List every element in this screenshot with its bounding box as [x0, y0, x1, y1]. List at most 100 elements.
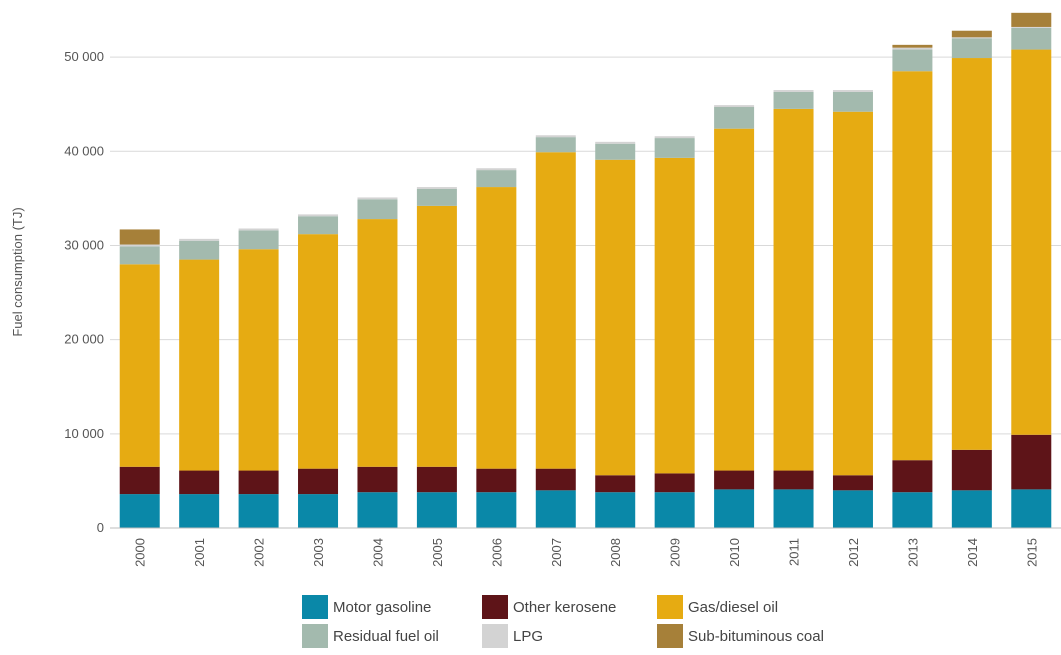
- legend-swatch: [657, 624, 683, 648]
- bar-segment: [535, 135, 576, 138]
- y-tick-label: 30 000: [64, 237, 104, 252]
- legend-label: Sub-bituminous coal: [688, 628, 824, 645]
- x-tick-label: 2009: [668, 538, 683, 567]
- bar-segment: [119, 229, 160, 245]
- bar-segment: [535, 137, 576, 153]
- x-tick-label: 2014: [965, 538, 980, 567]
- legend-swatch: [302, 624, 328, 648]
- legend-swatch: [657, 595, 683, 619]
- bar-segment: [832, 490, 873, 528]
- bar-segment: [595, 159, 636, 476]
- bar-segment: [357, 199, 398, 220]
- bar-segment: [654, 473, 695, 493]
- y-tick-label: 20 000: [64, 332, 104, 347]
- bar-segment: [714, 105, 755, 108]
- bar-segment: [298, 214, 339, 217]
- bar-segment: [1011, 434, 1052, 490]
- bar-segment: [654, 136, 695, 139]
- x-tick-label: 2008: [608, 538, 623, 567]
- bar-segment: [476, 170, 517, 188]
- bar-segment: [832, 91, 873, 112]
- bar-segment: [416, 188, 457, 206]
- y-tick-label: 10 000: [64, 426, 104, 441]
- legend-item: Gas/diesel oil: [657, 595, 778, 619]
- y-axis-title: Fuel consumption (TJ): [10, 207, 25, 336]
- bar-segment: [238, 230, 279, 250]
- bar-segment: [892, 460, 933, 493]
- bar-segment: [179, 470, 220, 495]
- bar-segment: [892, 44, 933, 48]
- bar-segment: [179, 259, 220, 471]
- bar-segment: [892, 47, 933, 50]
- bar-segment: [416, 492, 457, 528]
- axes: 0 10 000 20 000 30 000 40 000 50 000 2000 2001 2…: [64, 49, 1061, 567]
- legend-label: Other kerosene: [513, 599, 616, 616]
- bar-segment: [714, 128, 755, 471]
- bar-segment: [654, 157, 695, 474]
- bar-segment: [357, 219, 398, 467]
- bar-segment: [119, 244, 160, 247]
- x-tick-label: 2012: [846, 538, 861, 567]
- x-tick-label: 2002: [252, 538, 267, 567]
- legend-label: Residual fuel oil: [333, 628, 439, 645]
- bar-segment: [238, 494, 279, 528]
- bar-segment: [298, 234, 339, 469]
- x-tick-label: 2005: [430, 538, 445, 567]
- y-tick-label: 50 000: [64, 49, 104, 64]
- bar-segment: [714, 489, 755, 528]
- bar-segment: [1011, 489, 1052, 528]
- x-tick-label: 2000: [133, 538, 148, 567]
- bar-segment: [595, 141, 636, 144]
- bar-segment: [773, 90, 814, 92]
- legend-item: Sub-bituminous coal: [657, 624, 824, 648]
- bar-segment: [357, 197, 398, 200]
- bar-segment: [773, 470, 814, 490]
- bars: [119, 12, 1052, 528]
- bar-segment: [892, 49, 933, 72]
- bar-segment: [832, 111, 873, 476]
- bar-segment: [1011, 49, 1052, 435]
- legend-item: Other kerosene: [482, 595, 616, 619]
- bar-segment: [1011, 27, 1052, 50]
- bar-segment: [298, 216, 339, 235]
- bar-segment: [951, 58, 992, 450]
- bar-segment: [654, 492, 695, 528]
- bar-segment: [476, 492, 517, 528]
- bar-segment: [238, 228, 279, 231]
- y-tick-label: 0: [97, 520, 104, 535]
- bar-segment: [119, 494, 160, 528]
- bar-segment: [119, 264, 160, 467]
- bar-segment: [238, 470, 279, 495]
- bar-segment: [476, 168, 517, 171]
- bar-segment: [476, 187, 517, 469]
- bar-segment: [179, 240, 220, 260]
- bar-segment: [654, 138, 695, 158]
- x-tick-label: 2013: [905, 538, 920, 567]
- x-tick-label: 2015: [1024, 538, 1039, 567]
- legend-label: Gas/diesel oil: [688, 599, 778, 616]
- bar-segment: [595, 475, 636, 493]
- bar-segment: [119, 246, 160, 265]
- x-tick-label: 2011: [787, 538, 802, 566]
- bar-segment: [416, 205, 457, 467]
- bar-segment: [119, 466, 160, 495]
- bar-segment: [179, 494, 220, 528]
- y-tick-label: 40 000: [64, 143, 104, 158]
- bar-segment: [298, 468, 339, 495]
- legend-item: Residual fuel oil: [302, 624, 439, 648]
- bar-segment: [714, 107, 755, 129]
- bar-segment: [535, 152, 576, 469]
- legend: Motor gasoline Other kerosene Gas/diesel o…: [302, 595, 824, 648]
- bar-segment: [832, 90, 873, 92]
- x-tick-label: 2010: [727, 538, 742, 567]
- bar-segment: [773, 489, 814, 528]
- bar-segment: [714, 470, 755, 490]
- bar-segment: [1011, 26, 1052, 28]
- bar-segment: [951, 449, 992, 491]
- bar-segment: [416, 187, 457, 189]
- bar-segment: [595, 492, 636, 528]
- x-tick-label: 2006: [489, 538, 504, 567]
- bar-segment: [951, 490, 992, 528]
- legend-swatch: [482, 595, 508, 619]
- legend-item: LPG: [482, 624, 543, 648]
